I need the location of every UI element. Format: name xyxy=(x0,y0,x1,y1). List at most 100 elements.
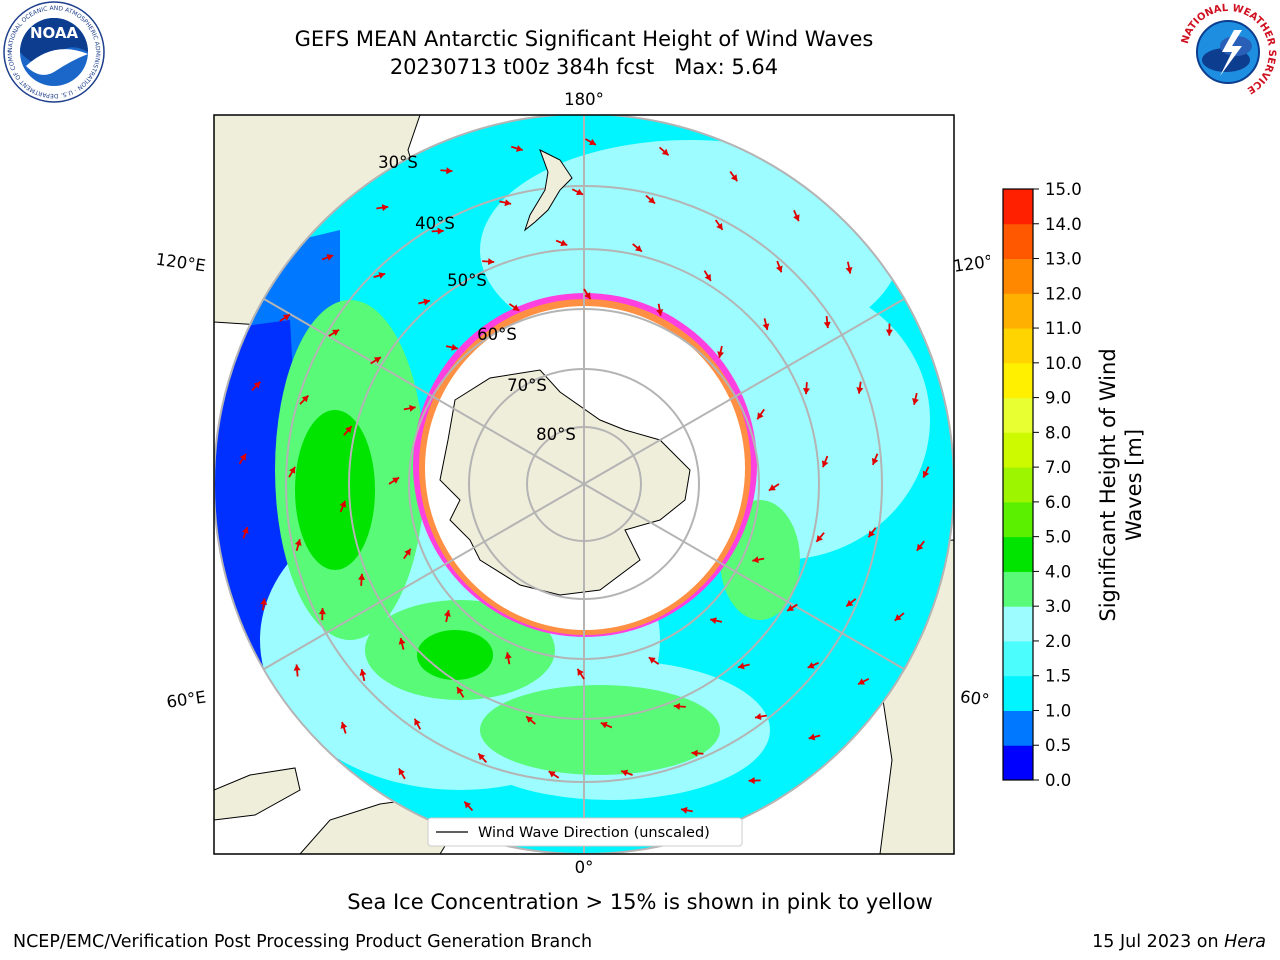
wave-arrow xyxy=(525,715,536,725)
colorbar-block xyxy=(1003,362,1033,399)
wave-arrow xyxy=(359,669,367,682)
colorbar-frame xyxy=(1002,188,1034,781)
wave-arrow xyxy=(403,404,416,412)
wave-arrow xyxy=(373,272,386,279)
wave-arrow xyxy=(808,733,821,741)
polar-map: 180° 0° 120°E 60°E 120°W 60°W 30°S 40°S … xyxy=(155,90,990,877)
wave-arrow xyxy=(343,425,353,436)
wave-arrow xyxy=(398,768,406,780)
colorbar-tick-label: 1.5 xyxy=(1045,667,1071,686)
wave-arrow xyxy=(340,721,348,734)
colorbar-ticks: 0.0 0.5 1.0 1.5 2.0 3.0 4.0 5.0 6.0 7.0 8.0 9.0 10.0… xyxy=(1033,180,1082,790)
lon-label-180: 180° xyxy=(564,90,604,109)
colorbar-block xyxy=(1003,606,1033,642)
wave-arrow xyxy=(703,270,712,282)
wave-arrow xyxy=(885,323,893,336)
wave-arrow xyxy=(370,356,382,365)
wave-arrow xyxy=(499,199,512,207)
wave-arrow xyxy=(714,219,724,231)
wave-arrow xyxy=(403,548,412,560)
wave-arrow xyxy=(922,466,930,478)
wave-arrow xyxy=(504,652,512,665)
wave-arrow xyxy=(645,194,656,205)
wave-arrow xyxy=(288,466,296,478)
colorbar-axis-label: Significant Height of Wind Waves [m] xyxy=(1096,348,1146,621)
colorbar-block xyxy=(1003,293,1033,329)
wave-arrow xyxy=(482,258,495,266)
wave-arrow xyxy=(709,617,723,625)
colorbar-block xyxy=(1003,675,1033,711)
lon-label-120w: 120°W xyxy=(952,249,990,276)
wave-arrow xyxy=(762,318,770,331)
wave-arrow xyxy=(321,254,334,261)
lon-label-0: 0° xyxy=(575,858,594,877)
wave-arrow xyxy=(431,227,444,235)
sea-ice-note: Sea Ice Concentration > 15% is shown in … xyxy=(347,890,933,914)
wave-arrow xyxy=(376,204,389,212)
wave-arrow xyxy=(339,500,347,513)
colorbar-block xyxy=(1003,640,1033,677)
colorbar-block xyxy=(1003,223,1033,260)
colorbar-tick-label: 6.0 xyxy=(1045,493,1071,512)
colorbar-block xyxy=(1003,328,1033,364)
wave-arrow xyxy=(916,540,925,552)
wave-arrow xyxy=(752,556,765,564)
wave-arrow xyxy=(658,146,670,156)
wave-arrow xyxy=(912,392,919,405)
colorbar-tick-label: 1.0 xyxy=(1045,701,1071,720)
colorbar-block xyxy=(1003,710,1033,746)
noaa-logo: NATIONAL OCEANIC AND ATMOSPHERIC ADMINIS… xyxy=(2,0,105,103)
wave-arrow xyxy=(510,145,524,152)
colorbar-block xyxy=(1003,501,1033,538)
colorbar-blocks xyxy=(1003,189,1033,781)
wave-arrow xyxy=(242,526,249,539)
wave-arrow xyxy=(251,381,262,391)
colorbar-block xyxy=(1003,432,1033,468)
colorbar-block xyxy=(1003,467,1033,503)
wave-arrow xyxy=(571,188,584,196)
wave-arrow xyxy=(737,662,750,670)
wave-arrow xyxy=(413,718,422,730)
svg-text:Waves [m]: Waves [m] xyxy=(1122,429,1146,541)
wave-arrow xyxy=(456,686,465,698)
wave-arrow xyxy=(857,677,870,686)
wave-arrow xyxy=(768,483,780,492)
wave-arrow xyxy=(477,752,488,763)
colorbar-tick-label: 0.5 xyxy=(1045,736,1071,755)
colorbar-block xyxy=(1003,536,1033,572)
wave-arrow xyxy=(238,453,247,465)
wave-arrow xyxy=(823,316,831,329)
wave-arrow xyxy=(776,260,783,273)
colorbar-tick-label: 10.0 xyxy=(1045,354,1082,373)
wave-arrow xyxy=(802,382,810,395)
wave-arrow xyxy=(508,303,520,312)
svg-text:Significant Height of Wind: Significant Height of Wind xyxy=(1096,348,1120,621)
wave-arrow xyxy=(463,801,474,812)
wave-arrow xyxy=(388,476,400,485)
colorbar-tick-label: 14.0 xyxy=(1045,215,1082,234)
lon-label-120e: 120°E xyxy=(155,250,207,276)
wave-arrow xyxy=(583,288,592,300)
wave-arrow xyxy=(445,343,459,351)
wave-arrow xyxy=(443,609,451,623)
nws-logo: NATIONAL WEATHER SERVICE xyxy=(1179,3,1277,101)
wave-arrow xyxy=(600,721,613,729)
wave-arrow xyxy=(418,298,431,306)
lat-label-40s: 40°S xyxy=(415,214,455,233)
wave-arrow xyxy=(871,453,879,466)
wave-arrow xyxy=(585,138,597,146)
graticule xyxy=(214,115,954,854)
wave-arrow xyxy=(691,749,704,757)
colorbar-tick-label: 15.0 xyxy=(1045,180,1082,199)
colorbar-block xyxy=(1003,397,1033,433)
colorbar-tick-label: 5.0 xyxy=(1045,528,1071,547)
nz-land xyxy=(523,148,573,232)
wave-arrow xyxy=(318,608,326,621)
colorbar-tick-label: 3.0 xyxy=(1045,597,1071,616)
wave-arrow xyxy=(856,381,864,394)
colorbar-tick-label: 0.0 xyxy=(1045,771,1071,790)
wave-arrow xyxy=(821,455,829,468)
wave-arrow xyxy=(717,345,725,359)
wave-arrow xyxy=(867,527,877,538)
wave-arrow xyxy=(293,664,301,677)
